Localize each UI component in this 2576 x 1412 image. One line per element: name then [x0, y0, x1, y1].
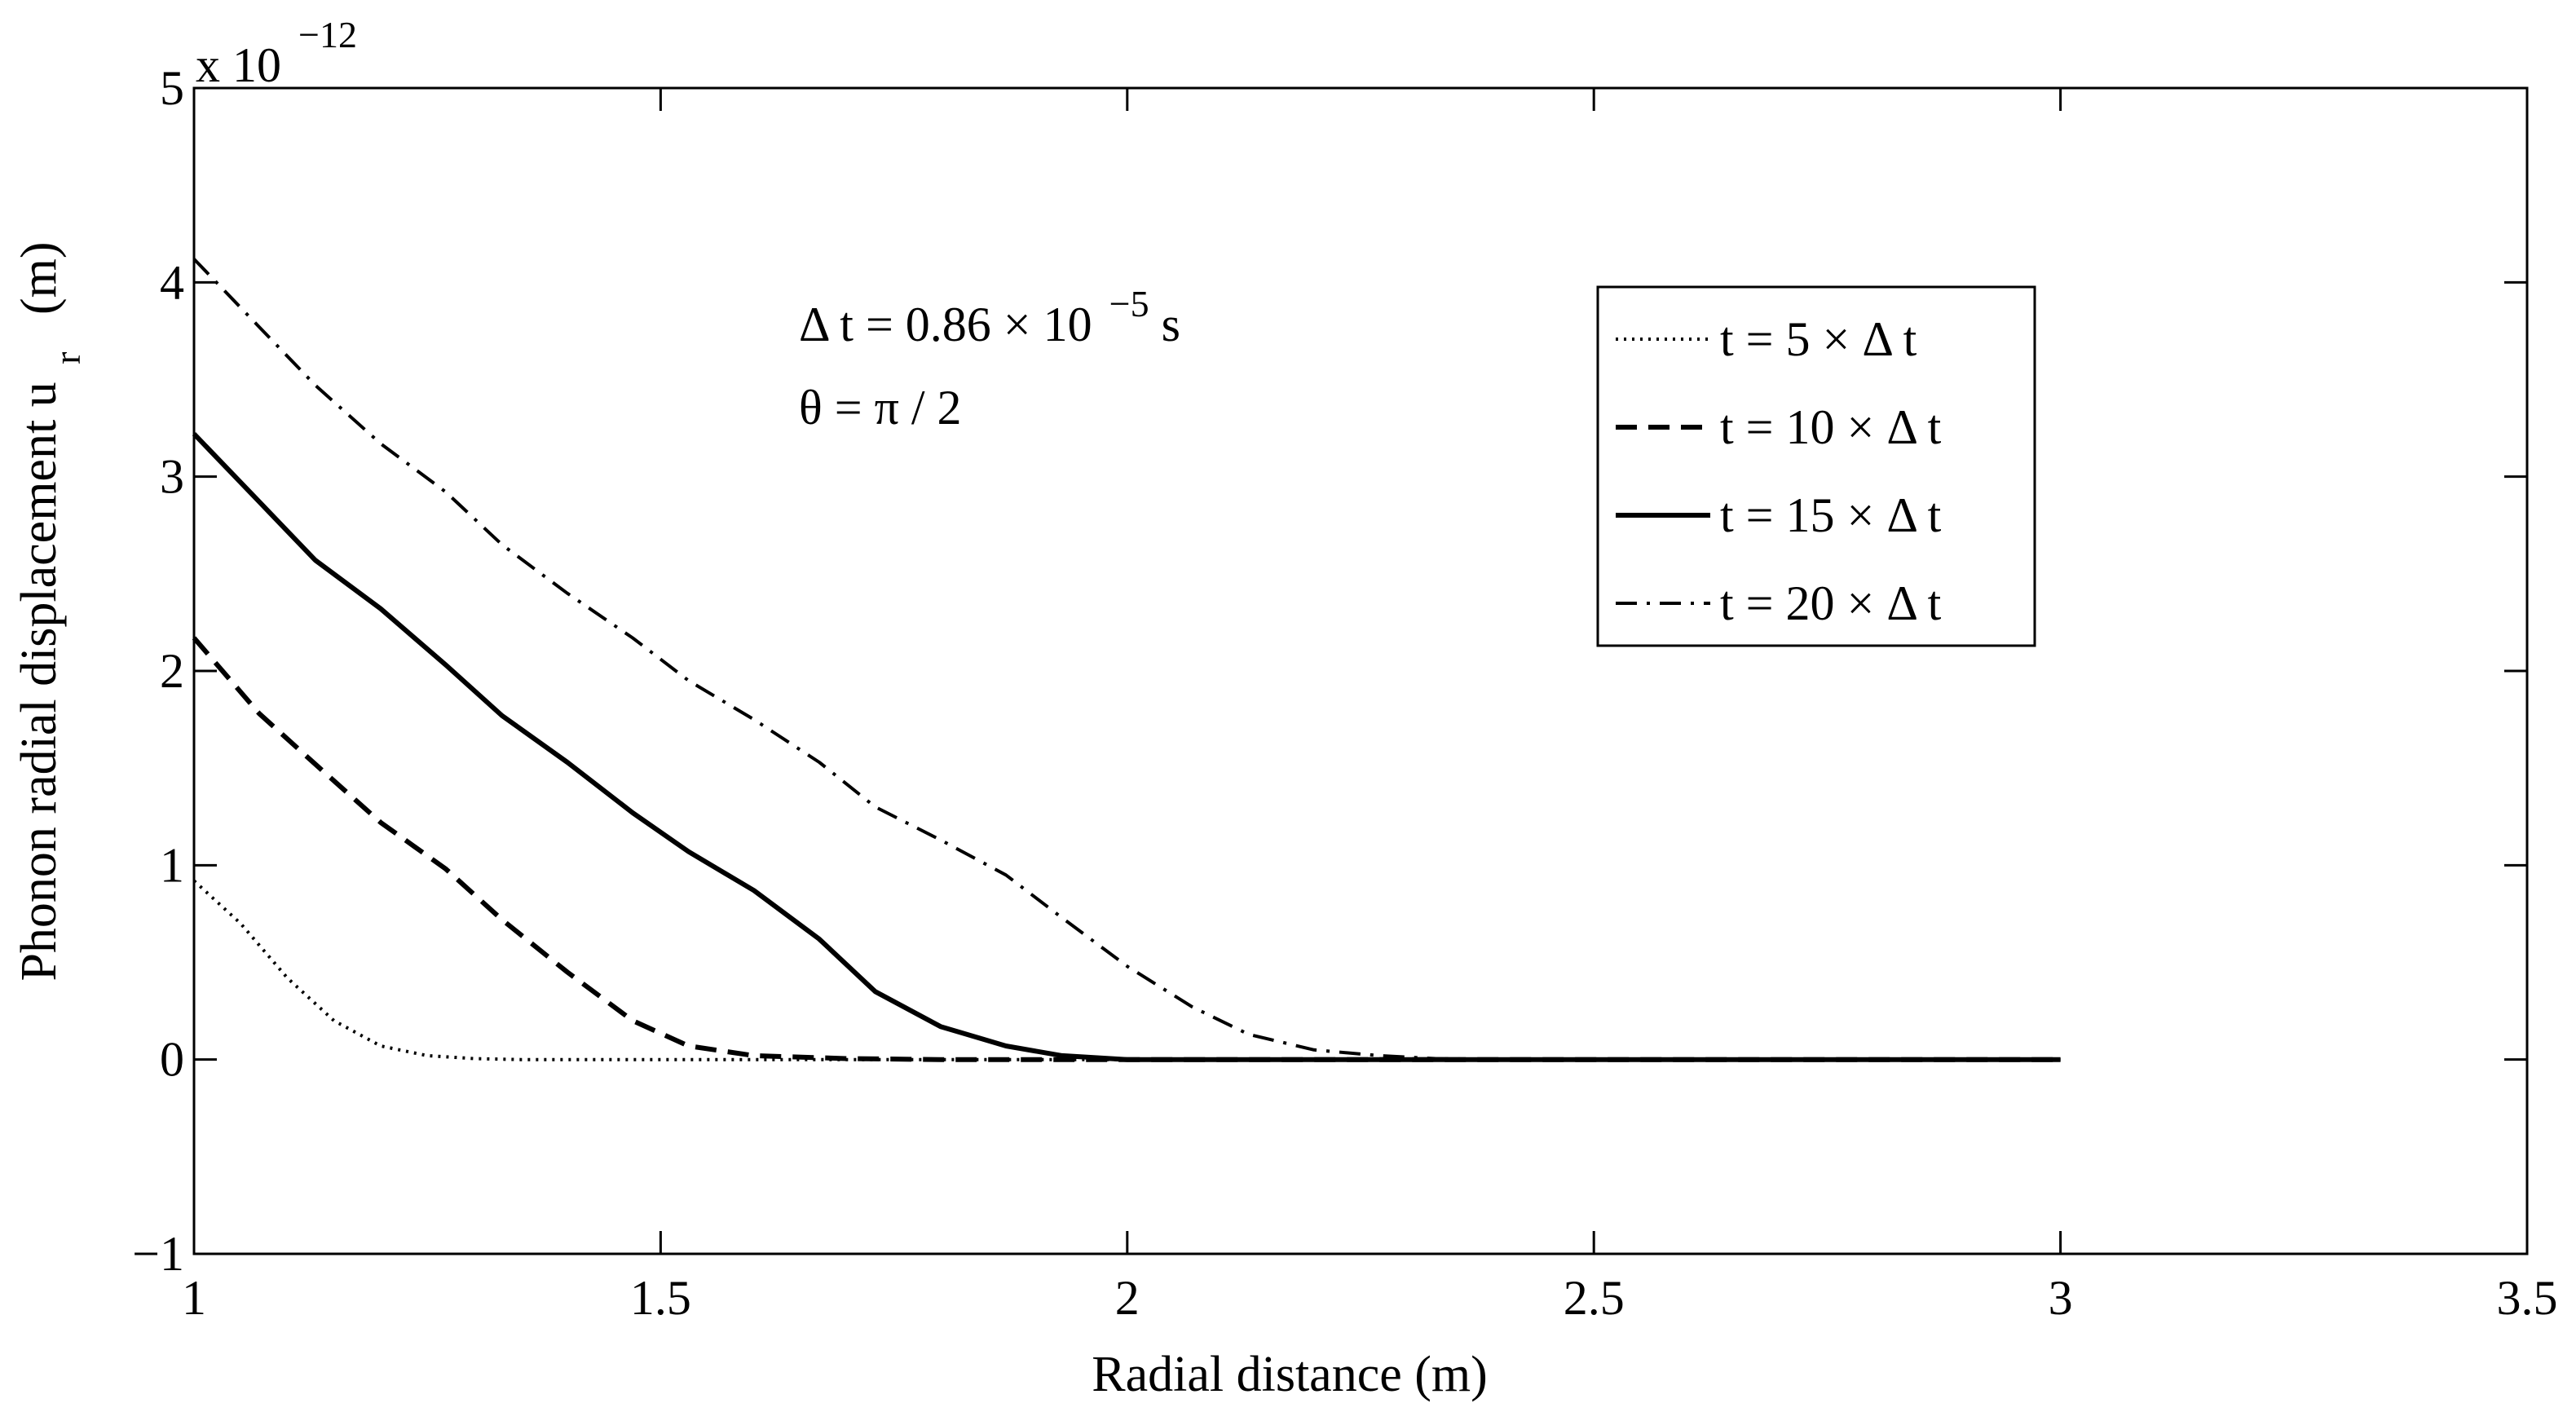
y-axis-label-unit: (m): [11, 241, 67, 315]
y-tick-label: 3: [160, 450, 184, 504]
x-axis-label: Radial distance (m): [1092, 1347, 1488, 1402]
legend-label-2: t = 10 × Δ t: [1720, 400, 1942, 454]
y-multiplier-exponent: −12: [298, 14, 357, 55]
x-tick-label: 1: [182, 1271, 206, 1325]
y-axis-label-main: Phonon radial displacement u: [11, 382, 67, 981]
y-tick-labels: −1 0 1 2 3 4 5: [132, 61, 184, 1281]
annotation-delta-t-prefix: Δ t = 0.86 × 10: [799, 298, 1092, 351]
y-tick-label: 1: [160, 838, 184, 892]
legend-box: [1596, 285, 2036, 647]
y-tick-label: 4: [160, 255, 184, 309]
y-axis-label-subscript: r: [46, 351, 88, 364]
legend: t = 5 × Δ t t = 10 × Δ t t = 15 × Δ t t = 2…: [1596, 285, 2036, 647]
y-tick-label: 2: [160, 644, 184, 698]
legend-label-4: t = 20 × Δ t: [1720, 576, 1942, 630]
legend-label-3: t = 15 × Δ t: [1720, 488, 1942, 542]
annotation-delta-t-exponent: −5: [1109, 283, 1149, 324]
series-line-1: [192, 879, 2061, 1061]
x-tick-label: 3: [2049, 1271, 2073, 1325]
y-multiplier-base: x 10: [196, 38, 281, 92]
x-tick-label: 1.5: [630, 1271, 691, 1325]
x-tick-labels: 1 1.5 2 2.5 3 3.5: [182, 1271, 2558, 1325]
x-tick-label: 2.5: [1564, 1271, 1625, 1325]
y-axis-label: Phonon radial displacement u r (m): [11, 241, 91, 981]
legend-label-1: t = 5 × Δ t: [1720, 312, 1917, 366]
y-tick-label: −1: [132, 1227, 184, 1281]
x-tick-label: 3.5: [2497, 1271, 2558, 1325]
series-lines: [192, 258, 2061, 1062]
annotation-delta-t-unit: s: [1162, 298, 1180, 351]
series-line-2: [192, 636, 2061, 1062]
y-tick-label: 0: [160, 1033, 184, 1087]
y-multiplier: x 10 −12: [196, 14, 357, 92]
y-tick-label: 5: [160, 61, 184, 115]
plot-frame: [192, 86, 2529, 1255]
x-tick-label: 2: [1115, 1271, 1140, 1325]
legend-entries: t = 5 × Δ t t = 10 × Δ t t = 15 × Δ t t = 2…: [1616, 312, 1942, 630]
annotation-delta-t: Δ t = 0.86 × 10 −5 s: [799, 273, 1180, 351]
annotation-theta: θ = π / 2: [799, 381, 962, 435]
series-line-4: [192, 258, 2061, 1061]
